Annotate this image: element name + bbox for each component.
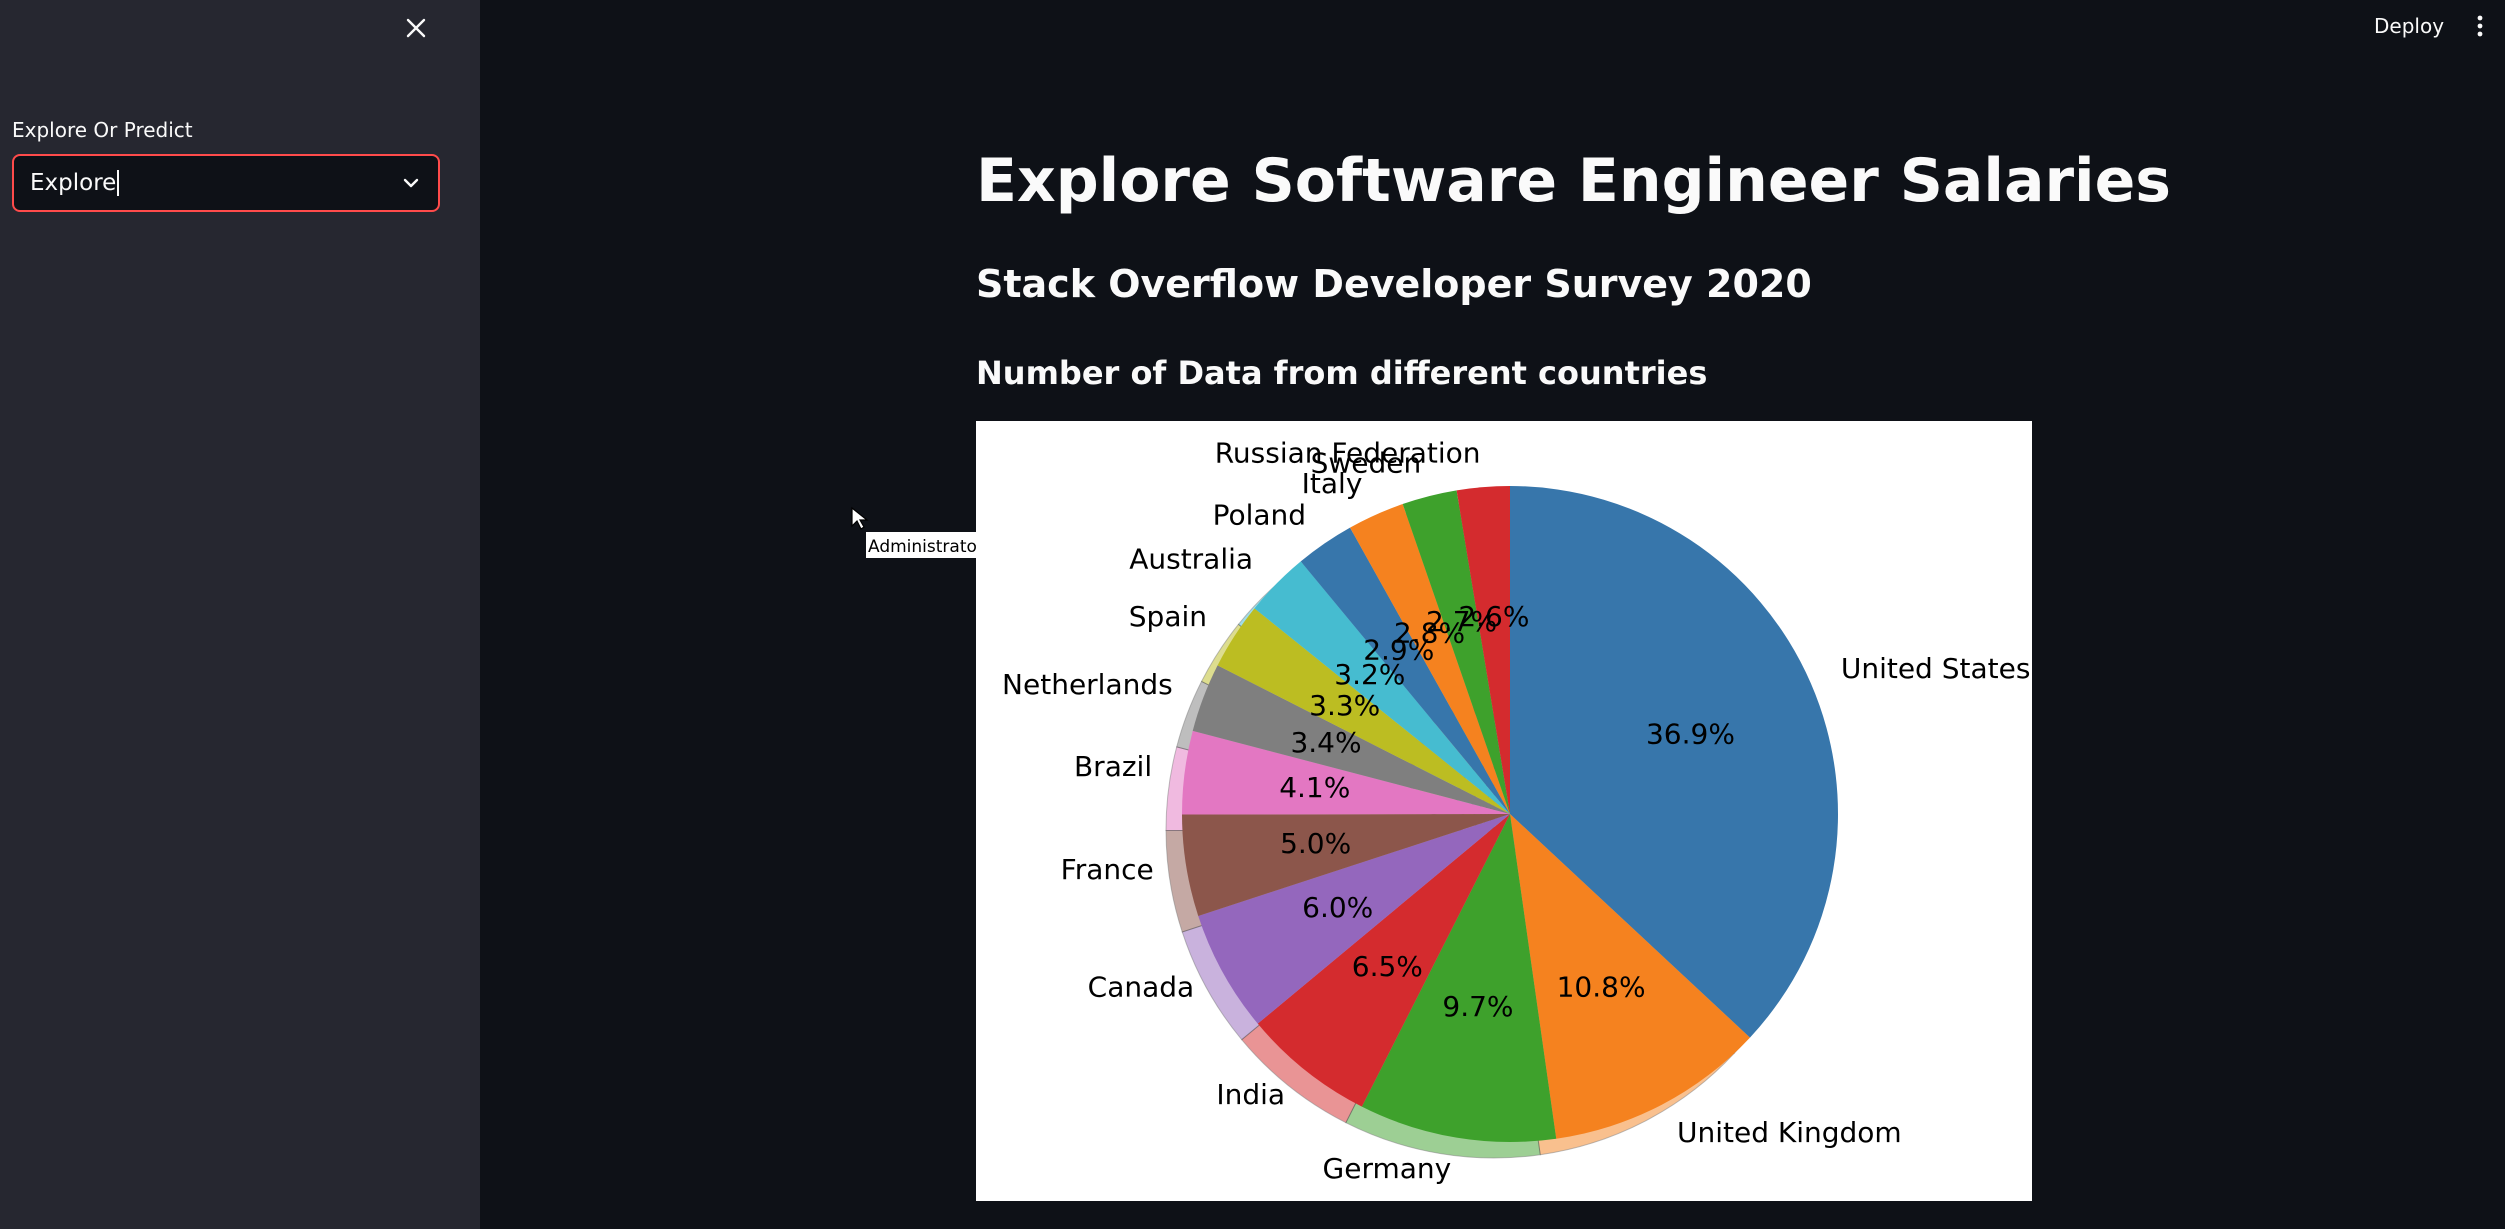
pie-category-label: Italy <box>1302 467 1363 500</box>
pie-slice <box>1254 561 1510 814</box>
pie-category-label: Canada <box>1088 970 1195 1003</box>
pie-percent-label: 3.2% <box>1334 658 1405 691</box>
pie-category-label: United States <box>1841 652 2031 685</box>
pie-category-label: India <box>1216 1078 1285 1111</box>
pie-percent-label: 5.0% <box>1280 827 1351 860</box>
pie-slice <box>1198 814 1510 1024</box>
pie-percent-label: 9.7% <box>1442 990 1513 1023</box>
pie-percent-label: 2.9% <box>1363 634 1434 667</box>
pie-category-label: Australia <box>1129 543 1253 576</box>
pie-category-label: Sweden <box>1311 446 1422 479</box>
pie-chart: 36.9% United States 10.8% United Kingdom 9.7… <box>976 421 2032 1201</box>
sidebar: Explore Or Predict Explore <box>0 0 480 1229</box>
pie-percent-label: 6.0% <box>1302 891 1373 924</box>
pie-category-label: Russian Federation <box>1215 436 1481 469</box>
more-vertical-icon <box>2477 15 2483 37</box>
pie-slice <box>1456 486 1510 814</box>
page-title: Explore Software Engineer Salaries <box>976 146 2172 216</box>
pie-category-label: France <box>1061 853 1154 886</box>
deploy-button[interactable]: Deploy <box>2374 14 2445 38</box>
pie-percent-label: 3.3% <box>1309 689 1380 722</box>
pie-slice <box>1402 490 1510 814</box>
pie-percent-label: 10.8% <box>1557 970 1646 1003</box>
pie-slice <box>1510 814 1750 1139</box>
pie-slice <box>1192 665 1510 814</box>
pie-percent-label: 36.9% <box>1646 717 1735 750</box>
pie-slice <box>1217 608 1510 814</box>
chart-heading: Number of Data from different countries <box>976 354 1708 392</box>
close-icon <box>406 18 426 38</box>
main-menu-button[interactable] <box>2462 8 2498 44</box>
page-subtitle: Stack Overflow Developer Survey 2020 <box>976 262 1812 306</box>
pie-slice <box>1361 814 1557 1142</box>
pie-slice <box>1182 730 1510 815</box>
pie-category-label: Germany <box>1323 1152 1452 1185</box>
pie-slice <box>1257 814 1510 1107</box>
pie-percent-label: 4.1% <box>1279 771 1350 804</box>
pie-percent-label: 2.6% <box>1458 600 1529 633</box>
pie-percent-label: 2.8% <box>1394 616 1465 649</box>
pie-slice <box>1510 486 1838 1038</box>
pie-slices <box>1182 486 1838 1142</box>
pie-slice <box>1350 504 1510 814</box>
pie-labels: 36.9% United States 10.8% United Kingdom 9.7… <box>1002 436 2030 1185</box>
pie-percent-label: 2.7% <box>1426 605 1497 638</box>
pie-slice <box>1300 527 1510 814</box>
select-value[interactable]: Explore <box>30 170 400 197</box>
pie-category-label: Brazil <box>1074 750 1152 783</box>
pie-category-label: United Kingdom <box>1677 1116 1902 1149</box>
tooltip: Administrator <box>866 532 976 558</box>
explore-predict-select[interactable]: Explore <box>12 154 440 212</box>
pie-percent-label: 6.5% <box>1352 950 1423 983</box>
pie-category-label: Netherlands <box>1002 668 1173 701</box>
close-sidebar-button[interactable] <box>400 12 432 44</box>
pie-slice <box>1182 814 1510 916</box>
select-label: Explore Or Predict <box>12 118 193 142</box>
pie-percent-label: 3.4% <box>1290 726 1361 759</box>
pie-category-label: Poland <box>1213 498 1306 531</box>
mouse-cursor-icon <box>851 506 869 530</box>
pie-chart-svg: 36.9% United States 10.8% United Kingdom 9.7… <box>1002 436 2030 1185</box>
chevron-down-icon[interactable] <box>400 172 422 194</box>
pie-category-label: Spain <box>1129 600 1207 633</box>
